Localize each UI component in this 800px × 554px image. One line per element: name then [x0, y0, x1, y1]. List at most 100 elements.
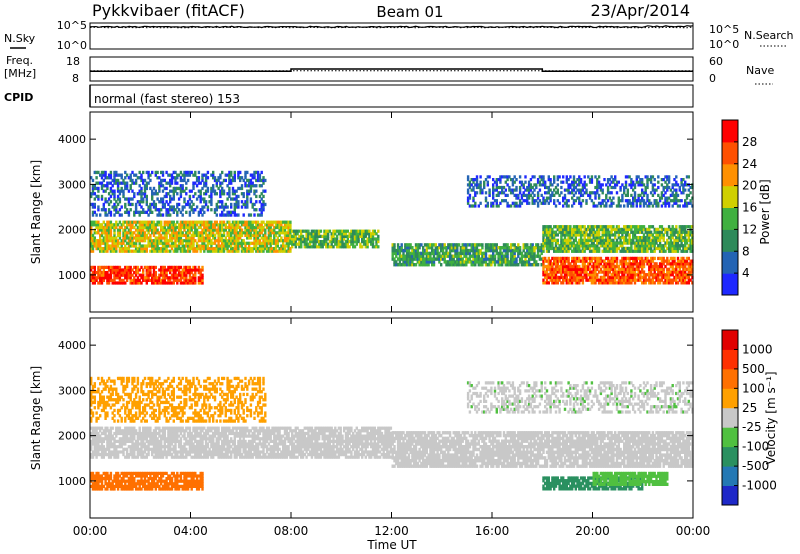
- heatmap-cell: [185, 210, 188, 214]
- heatmap-cell: [501, 188, 504, 192]
- heatmap-cell: [610, 273, 613, 277]
- heatmap-cell: [660, 278, 664, 282]
- heatmap-cell: [488, 188, 491, 192]
- heatmap-cell: [594, 191, 597, 195]
- heatmap-cell: [197, 210, 201, 214]
- heatmap-cell: [646, 183, 649, 187]
- heatmap-cell: [194, 273, 197, 277]
- heatmap-cell: [237, 202, 240, 207]
- heatmap-cell: [253, 173, 256, 177]
- heatmap-cell: [610, 201, 613, 205]
- heatmap-cell: [255, 200, 258, 204]
- heatmap-cell: [567, 238, 570, 242]
- heatmap-cell: [400, 246, 403, 250]
- heatmap-cell: [667, 225, 671, 229]
- heatmap-cell: [535, 183, 538, 187]
- heatmap-cell: [93, 223, 96, 227]
- heatmap-cell: [538, 248, 542, 253]
- heatmap-cell: [553, 199, 556, 203]
- heatmap-cell: [633, 270, 637, 274]
- heatmap-cell: [492, 254, 495, 258]
- heatmap-cell: [549, 225, 552, 229]
- heatmap-cell: [246, 223, 249, 227]
- heatmap-cell: [129, 276, 132, 280]
- heatmap-cell: [633, 278, 637, 282]
- heatmap-cell: [283, 225, 287, 230]
- heatmap-cell: [258, 244, 262, 248]
- heatmap-cell: [122, 192, 125, 196]
- heatmap-cell: [163, 276, 166, 280]
- heatmap-cell: [520, 183, 524, 187]
- heatmap-cell: [630, 244, 633, 248]
- heatmap-cell: [133, 231, 136, 235]
- heatmap-cell: [560, 191, 563, 195]
- heatmap-cell: [90, 202, 93, 207]
- heatmap-cell: [97, 247, 100, 251]
- heatmap-cell: [104, 210, 107, 214]
- heatmap-cell: [289, 239, 292, 243]
- heatmap-cell: [161, 170, 165, 175]
- heatmap-cell: [579, 238, 583, 242]
- heatmap-cell: [170, 281, 174, 285]
- heatmap-cell: [644, 236, 647, 240]
- heatmap-cell: [106, 186, 109, 191]
- heatmap-cell: [240, 233, 244, 237]
- heatmap-cell: [673, 259, 676, 263]
- heatmap-cell: [188, 281, 192, 285]
- heatmap-cell: [251, 241, 254, 245]
- heatmap-cell: [134, 241, 138, 245]
- heatmap-cell: [195, 233, 199, 237]
- heatmap-cell: [124, 268, 127, 272]
- heatmap-cell: [466, 257, 470, 261]
- heatmap-cell: [181, 276, 184, 280]
- heatmap-cell: [554, 256, 558, 261]
- heatmap-cell: [621, 199, 624, 203]
- heatmap-cell: [102, 225, 105, 230]
- heatmap-cell: [256, 247, 260, 251]
- heatmap-cell: [194, 228, 197, 232]
- heatmap-cell: [215, 178, 218, 183]
- heatmap-cell: [249, 225, 253, 230]
- heatmap-cell: [639, 193, 642, 197]
- heatmap-cell: [422, 260, 425, 264]
- heatmap-cell: [538, 254, 542, 258]
- heatmap-cell: [231, 186, 235, 191]
- heatmap-cell: [527, 246, 531, 250]
- heatmap-cell: [553, 267, 556, 271]
- heatmap-cell: [273, 247, 276, 251]
- heatmap-cell: [303, 229, 306, 233]
- heatmap-cell: [107, 210, 111, 214]
- heatmap-cell: [632, 230, 635, 234]
- heatmap-cell: [282, 247, 285, 251]
- heatmap-cell: [203, 192, 206, 196]
- heatmap-cell: [100, 233, 104, 237]
- heatmap-cell: [224, 205, 227, 209]
- heatmap-cell: [398, 251, 402, 256]
- heatmap-cell: [651, 256, 655, 261]
- heatmap-cell: [287, 228, 290, 232]
- heatmap-cell: [558, 259, 561, 263]
- heatmap-cell: [267, 241, 271, 245]
- heatmap-cell: [592, 236, 595, 240]
- heatmap-cell: [427, 251, 430, 256]
- heatmap-cell: [666, 267, 669, 271]
- heatmap-cell: [623, 236, 626, 240]
- heatmap-cell: [474, 257, 477, 261]
- heatmap-cell: [330, 245, 333, 249]
- heatmap-cell: [125, 276, 129, 280]
- heatmap-cell: [120, 278, 123, 282]
- heatmap-cell: [551, 275, 554, 280]
- heatmap-cell: [305, 234, 308, 238]
- heatmap-cell: [619, 227, 622, 232]
- heatmap-cell: [133, 271, 136, 275]
- heatmap-cell: [253, 233, 256, 237]
- heatmap-cell: [300, 234, 303, 238]
- heatmap-cell: [581, 183, 585, 187]
- heatmap-cell: [581, 270, 585, 274]
- heatmap-cell: [644, 188, 647, 192]
- heatmap-cell: [630, 262, 633, 266]
- heatmap-cell: [350, 240, 353, 244]
- heatmap-cell: [303, 240, 306, 244]
- heatmap-cell: [185, 273, 188, 277]
